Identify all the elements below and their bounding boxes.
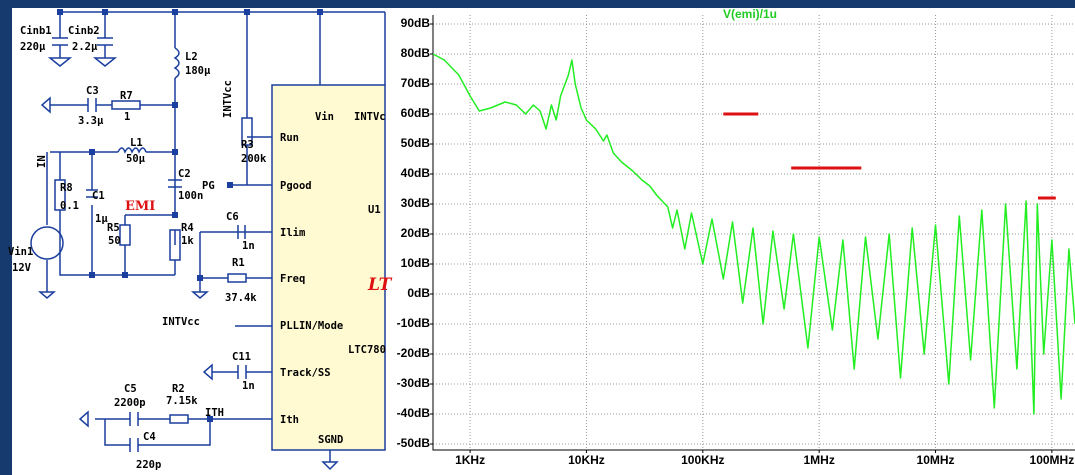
ref-label: R1 [232,257,245,269]
value-label: 12V [12,262,32,274]
ic-logo: LT [367,275,393,295]
wire [46,11,386,462]
y-tick-label: 0dB [407,286,430,300]
series-line [432,53,1075,415]
ref-label: C6 [226,211,239,223]
net-label: ITH [205,407,224,419]
resistor [54,100,253,424]
x-tick-label: 1KHz [455,453,485,467]
value-label: 2200p [114,397,146,409]
pin-label: Track/SS [280,367,331,379]
x-tick-label: 10MHz [917,453,955,467]
pin-label: INTVc [354,111,386,123]
plot-frame [432,15,1075,451]
ref-label: L1 [130,137,143,149]
y-tick-label: -50dB [397,436,431,450]
value-label: 3.3µ [78,115,104,127]
ref-label: C4 [143,431,156,443]
net-label: INTVcc [222,80,234,118]
x-tick-label: 100MHz [1030,453,1075,467]
ref-label: R7 [120,90,133,102]
plot: V(emi)/1u 90dB 80dB 70dB 60dB 50dB 40dB 30dB 20… [397,7,1075,467]
y-tick-label: -20dB [397,346,431,360]
y-tick-label: 10dB [401,256,431,270]
y-tick-label: 50dB [401,136,431,150]
pin-label: SGND [318,434,343,446]
y-tick-label: -10dB [397,316,431,330]
y-tick-label: -40dB [397,406,431,420]
y-tick-label: 80dB [401,46,431,60]
ref-label: Cinb1 [20,25,52,37]
ref-label: C2 [178,168,191,180]
voltage-source [30,226,64,260]
value-label: 1k [181,235,194,247]
pin-label: Run [280,132,299,144]
y-tick-label: -30dB [397,376,431,390]
net-label: EMI [125,199,155,214]
ref-label: Vin1 [8,246,33,258]
y-tick-label: 30dB [401,196,431,210]
value-label: 37.4k [225,292,257,304]
pin-label: Ilim [280,227,305,239]
x-tick-label: 100KHz [681,453,724,467]
y-tick-label: 20dB [401,226,431,240]
ref-label: R2 [172,383,185,395]
value-label: 220µ [20,41,46,53]
schematic: Cinb1 220µ Cinb2 2.2µ L2 180µ C3 3.3µ R7… [8,9,393,471]
pin-label: Ith [280,414,299,426]
ref-label: C11 [232,351,251,363]
ground [37,57,339,471]
pin-label: Pgood [280,180,312,192]
chart-title: V(emi)/1u [723,7,777,21]
ref-label: C1 [92,190,105,202]
x-tick-label: 1MHz [803,453,834,467]
value-label: 2.2µ [72,41,98,53]
ic-body [271,84,386,451]
pin-label: PLLIN/Mode [280,320,343,332]
value-label: 1n [242,240,255,252]
pin-label: Freq [280,273,305,285]
value-label: 1n [242,380,255,392]
value-label: 1 [124,111,130,123]
x-tick-label: 10KHz [568,453,605,467]
value-label: 50µ [126,153,146,165]
value-label: 1µ [95,213,108,225]
ref-label: C3 [86,85,99,97]
value-label: 180µ [185,65,211,77]
y-tick-label: 40dB [401,166,431,180]
pin-label: Vin [315,111,334,123]
ref-label: R3 [241,139,254,151]
capacitor [52,37,247,452]
ref-label: Cinb2 [68,25,100,37]
inductor [117,47,180,154]
ic-ref: U1 [368,204,381,216]
value-label: 200k [241,153,267,165]
net-label: PG [202,180,215,192]
y-tick-label: 90dB [401,16,431,30]
net-label: INTVcc [162,316,200,328]
y-tick-label: 60dB [401,106,431,120]
net-label: IN [36,155,48,168]
value-label: 50 [108,235,121,247]
junctions [57,9,323,422]
y-tick-label: 70dB [401,76,431,90]
value-label: 100n [178,190,203,202]
value-label: 220p [136,459,161,471]
ref-label: L2 [185,51,198,63]
ic-part: LTC780 [348,344,386,356]
ref-label: C5 [124,383,137,395]
ref-label: R5 [107,222,120,234]
value-label: 7.15k [166,395,198,407]
value-label: 0.1 [60,200,79,212]
ref-label: R4 [181,222,194,234]
ref-label: R8 [60,182,73,194]
